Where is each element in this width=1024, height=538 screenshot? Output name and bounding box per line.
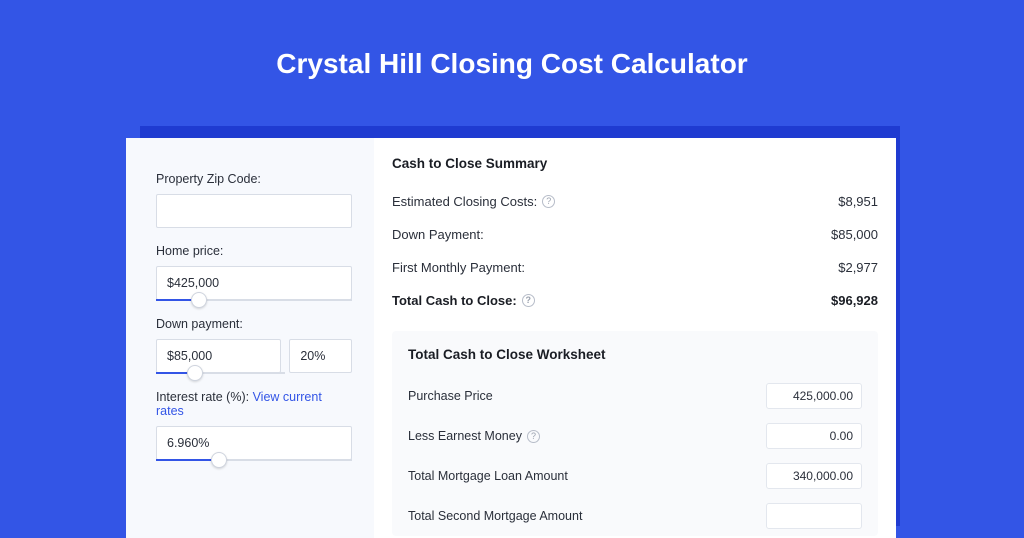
worksheet-row-label: Purchase Price <box>408 389 493 403</box>
summary-row: Estimated Closing Costs: ? $8,951 <box>392 185 878 218</box>
summary-total-value: $96,928 <box>831 293 878 308</box>
summary-row: First Monthly Payment: $2,977 <box>392 251 878 284</box>
worksheet-row-value[interactable]: 425,000.00 <box>766 383 862 409</box>
summary-row: Down Payment: $85,000 <box>392 218 878 251</box>
worksheet-row: Total Second Mortgage Amount <box>408 496 862 536</box>
worksheet-row-value[interactable] <box>766 503 862 529</box>
worksheet-row-value[interactable]: 0.00 <box>766 423 862 449</box>
worksheet-row-label: Total Mortgage Loan Amount <box>408 469 568 483</box>
home-price-slider-thumb[interactable] <box>191 292 207 308</box>
interest-rate-slider-thumb[interactable] <box>211 452 227 468</box>
interest-rate-label: Interest rate (%): View current rates <box>156 390 352 418</box>
page-title: Crystal Hill Closing Cost Calculator <box>0 0 1024 108</box>
down-payment-field: Down payment: <box>156 317 352 374</box>
summary-row-label: First Monthly Payment: <box>392 260 525 275</box>
home-price-slider[interactable] <box>156 299 352 301</box>
summary-total-row: Total Cash to Close: ? $96,928 <box>392 284 878 317</box>
summary-row-value: $8,951 <box>838 194 878 209</box>
calculator-card: Property Zip Code: Home price: Down paym… <box>126 138 896 538</box>
worksheet-box: Total Cash to Close Worksheet Purchase P… <box>392 331 878 536</box>
zip-field: Property Zip Code: <box>156 172 352 228</box>
summary-row-value: $2,977 <box>838 260 878 275</box>
worksheet-title: Total Cash to Close Worksheet <box>408 347 862 362</box>
worksheet-row-value[interactable]: 340,000.00 <box>766 463 862 489</box>
worksheet-row: Purchase Price 425,000.00 <box>408 376 862 416</box>
worksheet-row: Less Earnest Money ? 0.00 <box>408 416 862 456</box>
results-panel: Cash to Close Summary Estimated Closing … <box>374 138 896 538</box>
worksheet-row: Total Mortgage Loan Amount 340,000.00 <box>408 456 862 496</box>
help-icon[interactable]: ? <box>527 430 540 443</box>
interest-rate-input[interactable] <box>156 426 352 460</box>
summary-title: Cash to Close Summary <box>392 156 878 171</box>
worksheet-row-label: Total Second Mortgage Amount <box>408 509 582 523</box>
down-payment-slider[interactable] <box>156 372 285 374</box>
home-price-input[interactable] <box>156 266 352 300</box>
summary-total-label: Total Cash to Close: <box>392 293 517 308</box>
inputs-panel: Property Zip Code: Home price: Down paym… <box>126 138 374 538</box>
worksheet-row-label: Less Earnest Money <box>408 429 522 443</box>
summary-row-value: $85,000 <box>831 227 878 242</box>
home-price-label: Home price: <box>156 244 352 258</box>
down-payment-pct-input[interactable] <box>289 339 352 373</box>
zip-label: Property Zip Code: <box>156 172 352 186</box>
interest-rate-field: Interest rate (%): View current rates <box>156 390 352 461</box>
down-payment-input[interactable] <box>156 339 281 373</box>
down-payment-slider-thumb[interactable] <box>187 365 203 381</box>
help-icon[interactable]: ? <box>522 294 535 307</box>
down-payment-label: Down payment: <box>156 317 352 331</box>
interest-rate-label-text: Interest rate (%): <box>156 390 253 404</box>
interest-rate-slider[interactable] <box>156 459 352 461</box>
home-price-field: Home price: <box>156 244 352 301</box>
summary-row-label: Down Payment: <box>392 227 484 242</box>
summary-box: Cash to Close Summary Estimated Closing … <box>392 156 878 317</box>
summary-row-label: Estimated Closing Costs: <box>392 194 537 209</box>
help-icon[interactable]: ? <box>542 195 555 208</box>
zip-input[interactable] <box>156 194 352 228</box>
interest-rate-slider-fill <box>156 459 219 461</box>
